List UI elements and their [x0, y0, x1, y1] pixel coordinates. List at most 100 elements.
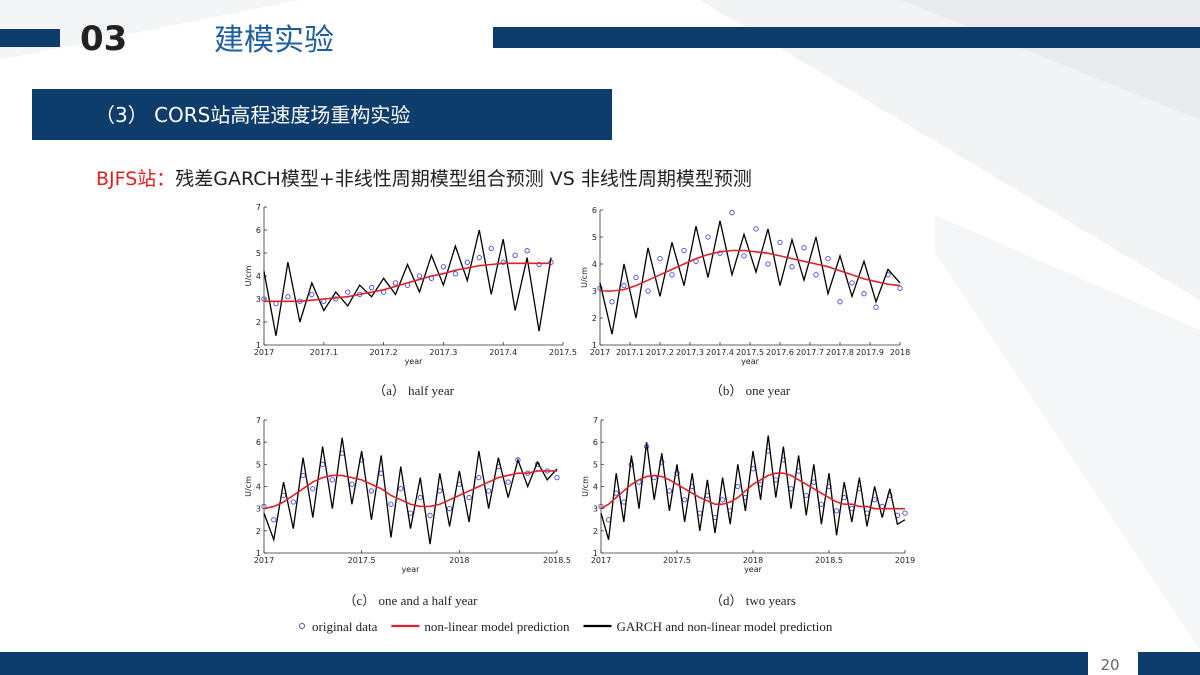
data-point [657, 255, 663, 262]
data-point [837, 299, 843, 305]
y-tick-label: 1 [592, 341, 597, 350]
x-tick-label: 2017.2 [646, 348, 674, 357]
header-bar-right [493, 27, 1200, 48]
y-tick-label: 4 [592, 260, 597, 269]
y-tick-label: 1 [256, 341, 261, 350]
data-point [741, 253, 747, 259]
page-number-box [1088, 648, 1138, 675]
y-tick-label: 6 [592, 206, 597, 215]
x-tick-label: 2017 [590, 348, 610, 357]
section-title: （3） CORS站高程速度场重构实验 [95, 103, 410, 127]
data-point [485, 488, 492, 494]
x-tick-label: 2017.2 [370, 348, 398, 357]
x-tick-label: 2017.5 [736, 348, 764, 357]
data-point [488, 245, 494, 252]
y-tick-label: 6 [593, 438, 598, 447]
bg-shape [700, 0, 1200, 300]
data-point [789, 264, 795, 270]
data-point [417, 494, 423, 501]
data-point [505, 479, 511, 485]
data-point [285, 294, 291, 300]
chart-caption: （c） one and a half year [344, 593, 479, 608]
data-point [512, 252, 518, 258]
data-point [813, 272, 819, 278]
legend: original data non-linear model prediction… [299, 619, 833, 634]
chart-caption: （b） one year [710, 383, 791, 398]
data-point [681, 497, 688, 503]
y-tick-label: 5 [256, 460, 261, 469]
data-point [464, 259, 470, 265]
y-tick-label: 2 [592, 314, 597, 323]
x-tick-label: 2017 [254, 556, 274, 565]
data-point [440, 264, 447, 270]
x-axis-label: year [741, 357, 760, 366]
station-label: BJFS站： [96, 168, 175, 190]
x-tick-label: 2017.1 [310, 348, 338, 357]
series-line [600, 249, 901, 292]
data-point [416, 273, 423, 279]
legend-label: GARCH and non-linear model prediction [616, 619, 832, 634]
data-point [388, 501, 394, 507]
data-point [398, 486, 404, 492]
data-point [777, 239, 783, 246]
data-point [669, 272, 675, 278]
data-point [368, 488, 375, 494]
y-tick-label: 1 [593, 549, 598, 558]
data-point [719, 497, 726, 503]
data-point [500, 259, 506, 265]
data-point [452, 271, 459, 277]
data-point [861, 291, 867, 297]
data-point [609, 299, 615, 305]
page-number: 20 [1100, 656, 1119, 674]
header-bar-left [0, 29, 60, 47]
figure-panel [238, 195, 935, 636]
data-point [368, 284, 375, 291]
section-number: 03 [80, 19, 127, 59]
y-tick-label: 4 [256, 272, 261, 281]
x-tick-label: 2017.6 [766, 348, 794, 357]
x-tick-label: 2019 [895, 556, 915, 565]
data-point [645, 288, 651, 294]
series-line [263, 470, 557, 510]
x-tick-label: 2017.5 [549, 348, 577, 357]
data-point [897, 285, 903, 291]
y-tick-label: 2 [256, 527, 261, 536]
data-point [659, 459, 665, 465]
data-point [825, 255, 831, 262]
x-tick-label: 2017.3 [676, 348, 704, 357]
subtitle: BJFS站：残差GARCH模型+非线性周期模型组合预测 VS 非线性周期模型预测 [96, 168, 752, 190]
legend-label: original data [312, 619, 378, 634]
legend-label: non-linear model prediction [424, 619, 570, 634]
x-tick-label: 2018 [890, 348, 910, 357]
data-point [849, 280, 855, 286]
data-point [309, 291, 315, 298]
y-tick-label: 3 [256, 505, 261, 514]
y-tick-label: 1 [256, 549, 261, 558]
data-point [902, 510, 908, 516]
series-line [263, 437, 558, 545]
data-point [717, 250, 723, 256]
x-tick-label: 2017.9 [856, 348, 884, 357]
x-tick-label: 2018.5 [815, 556, 843, 565]
y-tick-label: 7 [593, 416, 598, 425]
data-point [536, 261, 542, 268]
legend-symbol [299, 623, 305, 629]
chart: 1 2 3 4 5 6 7 2017 2017.5 2018 2018.5 year U/cm （c） o… [244, 416, 571, 608]
x-tick-label: 2017.5 [663, 556, 691, 565]
bg-shape [900, 200, 1200, 650]
y-axis-label: U/cm [580, 267, 589, 288]
subtitle-text: 残差GARCH模型+非线性周期模型组合预测 VS 非线性周期模型预测 [175, 168, 752, 190]
series-line [264, 262, 552, 303]
x-tick-label: 2017.5 [348, 556, 376, 565]
x-tick-label: 2017.4 [706, 348, 734, 357]
data-point [427, 512, 433, 518]
x-axis-label: year [744, 565, 763, 574]
bg-shape [0, 0, 300, 60]
x-axis-label: year [402, 565, 421, 574]
data-point [333, 296, 339, 302]
data-point [628, 461, 635, 467]
y-tick-label: 5 [256, 249, 261, 258]
data-point [554, 474, 560, 481]
data-point [621, 282, 627, 289]
